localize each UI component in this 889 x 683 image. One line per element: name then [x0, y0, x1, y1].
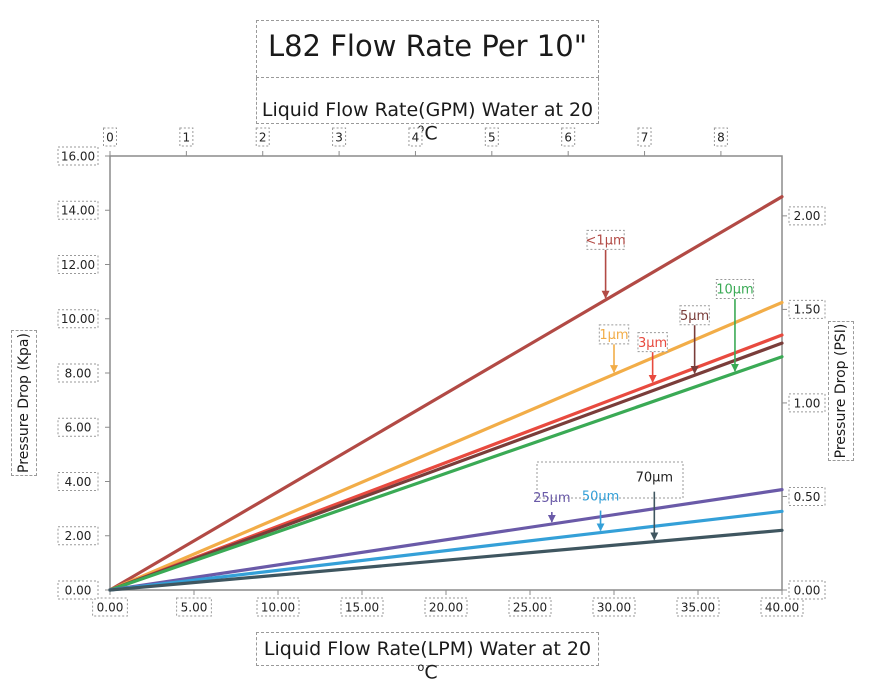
- y-tick-label-box: [57, 526, 99, 546]
- series-label: 5µm: [680, 309, 709, 324]
- x-tick-label-box: [176, 597, 212, 617]
- y-tick-label: 6.00: [65, 421, 92, 435]
- y-right-tick-label-box: [788, 486, 826, 506]
- x-top-tick-label-box: [408, 127, 423, 147]
- x-tick-label-box: [760, 597, 804, 617]
- chart-title: L82 Flow Rate Per 10": [267, 29, 588, 63]
- series-label-box: [598, 324, 630, 345]
- y-right-tick-label-box: [788, 299, 826, 319]
- y-tick-label-box: [57, 472, 99, 491]
- y-tick-label-box: [57, 309, 99, 329]
- chart-title-box: L82 Flow Rate Per 10": [256, 20, 599, 78]
- x-tick-label: 20.00: [429, 600, 463, 614]
- x-tick-label-box: [424, 597, 468, 617]
- y-tick-label: 8.00: [65, 366, 92, 380]
- x-top-tick-label-box: [103, 127, 117, 147]
- y-right-tick-label: 1.50: [794, 303, 821, 317]
- x-tick-label: 30.00: [597, 600, 631, 614]
- x-top-tick-label-box: [332, 127, 347, 147]
- y-tick-label: 2.00: [65, 529, 92, 543]
- series-label: 25µm: [533, 491, 570, 506]
- x-top-tick-label: 4: [412, 130, 420, 144]
- x-top-tick-label: 1: [183, 130, 191, 144]
- y-right-tick-label-box: [788, 206, 826, 226]
- x-tick-label: 10.00: [261, 600, 295, 614]
- x-top-tick-label: 6: [564, 130, 572, 144]
- x-tick-label-box: [340, 597, 384, 617]
- y-right-tick-label-box: [788, 393, 826, 413]
- y-right-tick-label: 0.50: [794, 490, 821, 504]
- series-line: [108, 341, 784, 592]
- y-right-tick-label: 0.00: [794, 583, 821, 597]
- x-tick-label-box: [508, 597, 552, 617]
- series-label: 10µm: [716, 283, 753, 298]
- y-tick-label: 4.00: [65, 475, 92, 489]
- y-right-tick-label: 2.00: [794, 209, 821, 223]
- series-label: 50µm: [582, 490, 619, 505]
- y-tick-label: 10.00: [61, 312, 95, 326]
- x-top-tick-label-box: [484, 127, 499, 147]
- y-tick-label-box: [57, 255, 99, 274]
- x-tick-label: 15.00: [345, 600, 379, 614]
- x-tick-label-box: [256, 597, 300, 617]
- x-tick-label: 5.00: [181, 600, 208, 614]
- y-tick-label-box: [57, 580, 99, 600]
- y-tick-label-box: [57, 363, 99, 383]
- series-label-box: [637, 332, 668, 353]
- series-label: 1µm: [599, 328, 628, 343]
- series-label-box: [679, 305, 710, 326]
- y-right-tick-label: 1.00: [794, 396, 821, 410]
- series-label: 3µm: [638, 336, 667, 351]
- x-tick-label-box: [92, 597, 128, 617]
- series-label: <1µm: [586, 234, 626, 249]
- series-label: 70µm: [636, 471, 673, 486]
- x-tick-label-box: [676, 597, 720, 617]
- x-top-tick-label: 3: [335, 130, 343, 144]
- series-line: [108, 509, 784, 592]
- x-tick-label: 35.00: [681, 600, 715, 614]
- bottom-axis-label: Liquid Flow Rate(LPM) Water at 20 oC: [263, 638, 592, 683]
- series-line: [108, 488, 784, 592]
- x-top-tick-label: 2: [259, 130, 267, 144]
- x-top-tick-label: 5: [488, 130, 496, 144]
- x-top-tick-label: 7: [641, 130, 649, 144]
- series-line: [108, 195, 784, 592]
- y-tick-label-box: [57, 200, 99, 220]
- y-tick-label: 0.00: [65, 583, 92, 597]
- x-top-tick-label: 8: [717, 130, 725, 144]
- series-label-box: [586, 229, 625, 250]
- y-tick-label-box: [57, 417, 99, 437]
- x-top-tick-label-box: [637, 127, 652, 147]
- series-line: [108, 528, 784, 592]
- coarse-grade-label-group: [536, 461, 684, 499]
- x-top-tick-label-box: [561, 127, 576, 147]
- y-tick-label: 12.00: [61, 258, 95, 272]
- x-top-tick-label-box: [255, 127, 270, 147]
- right-axis-label-box: Pressure Drop (PSI): [828, 321, 854, 461]
- x-top-tick-label: 0: [106, 130, 114, 144]
- x-tick-label: 40.00: [765, 600, 799, 614]
- left-axis-label-box: Pressure Drop (Kpa): [11, 330, 37, 476]
- x-top-tick-label-box: [179, 127, 194, 147]
- y-tick-label: 14.00: [61, 204, 95, 218]
- bottom-axis-label-box: Liquid Flow Rate(LPM) Water at 20 oC: [256, 632, 599, 683]
- x-top-tick-label-box: [713, 127, 728, 147]
- series-line: [108, 300, 784, 592]
- y-tick-label: 16.00: [61, 149, 95, 163]
- series-label-box: [715, 279, 755, 300]
- x-tick-label: 0.00: [97, 600, 124, 614]
- x-tick-label-box: [592, 597, 636, 617]
- y-tick-label-box: [57, 146, 99, 166]
- series-line: [108, 355, 784, 592]
- top-axis-label-box: Liquid Flow Rate(GPM) Water at 20 oC: [256, 78, 599, 144]
- x-tick-label: 25.00: [513, 600, 547, 614]
- y-right-tick-label-box: [788, 580, 826, 600]
